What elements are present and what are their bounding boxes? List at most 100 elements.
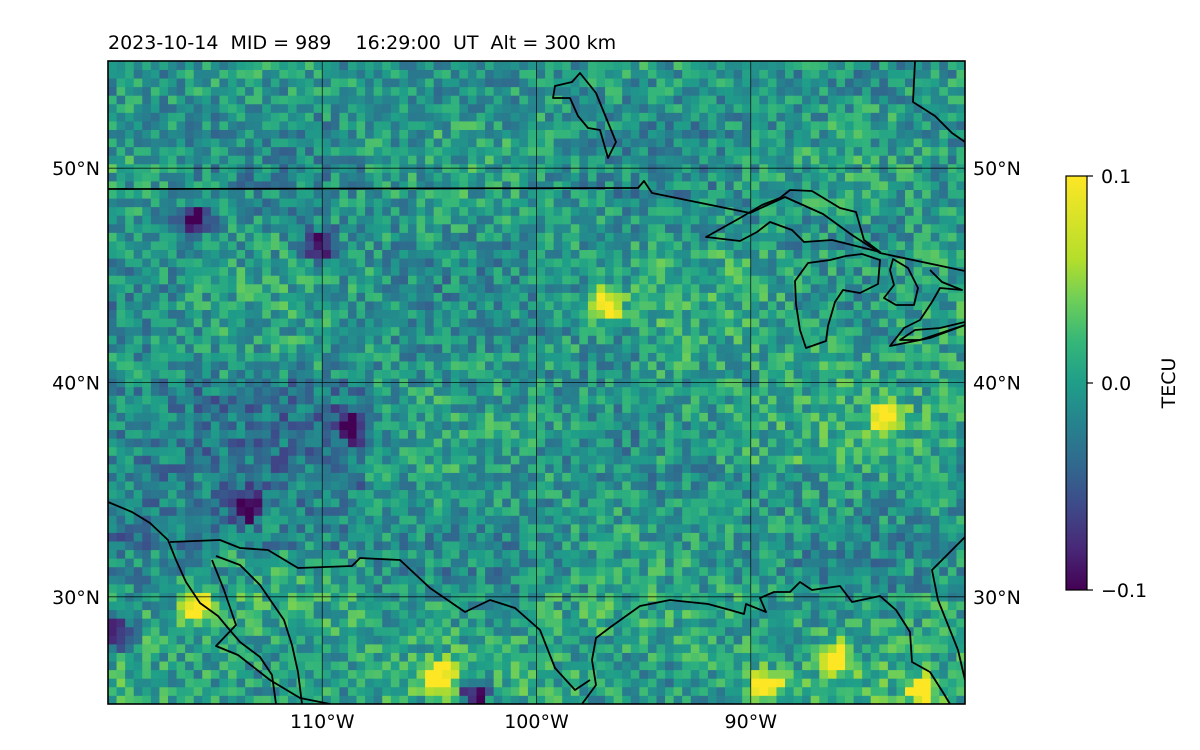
heat-cell <box>236 421 246 431</box>
heat-cell <box>630 566 640 576</box>
heat-cell <box>887 618 897 628</box>
heat-cell <box>347 455 357 465</box>
heat-cell <box>390 661 400 671</box>
heat-cell <box>279 686 289 696</box>
heat-cell <box>296 292 306 302</box>
heat-cell <box>845 609 854 619</box>
heat-cell <box>750 498 760 508</box>
heat-cell <box>279 429 289 439</box>
heat-cell <box>493 318 503 328</box>
heat-cell <box>913 609 923 619</box>
heat-cell <box>296 463 306 473</box>
heat-cell <box>656 626 666 636</box>
heat-cell <box>459 412 469 422</box>
heat-cell <box>185 412 195 422</box>
heat-cell <box>562 343 572 353</box>
heat-cell <box>545 403 555 413</box>
heat-cell <box>442 609 452 619</box>
heat-cell <box>433 566 443 576</box>
heat-cell <box>133 275 143 285</box>
heat-cell <box>467 309 477 319</box>
heat-cell <box>167 361 177 371</box>
heat-cell <box>793 669 803 679</box>
heat-cell <box>433 318 443 328</box>
heat-cell <box>347 669 357 679</box>
heat-cell <box>870 301 880 311</box>
heat-cell <box>545 489 555 499</box>
heat-cell <box>262 686 272 696</box>
heat-cell <box>939 301 949 311</box>
heat-cell <box>322 669 332 679</box>
heat-cell <box>570 515 580 525</box>
heat-cell <box>339 446 349 456</box>
heat-cell <box>673 361 683 371</box>
heat-cell <box>227 326 237 336</box>
heat-cell <box>596 361 606 371</box>
heat-cell <box>613 318 623 328</box>
heat-cell <box>742 412 752 422</box>
heat-cell <box>313 292 323 302</box>
heat-cell <box>116 609 126 619</box>
heat-cell <box>913 695 923 704</box>
heat-cell <box>802 352 812 362</box>
heat-cell <box>416 558 426 568</box>
heat-cell <box>793 575 803 585</box>
heat-cell <box>750 369 760 379</box>
heat-cell <box>827 575 837 585</box>
heat-cell <box>296 609 306 619</box>
heat-cell <box>682 429 692 439</box>
heat-cell <box>819 618 829 628</box>
heat-cell <box>862 678 872 688</box>
heat-cell <box>279 549 289 559</box>
heat-cell <box>159 661 169 671</box>
heat-cell <box>639 438 649 448</box>
heat-cell <box>150 669 160 679</box>
heat-cell <box>716 455 726 465</box>
heat-cell <box>562 481 572 491</box>
heat-cell <box>699 481 709 491</box>
heat-cell <box>690 601 700 611</box>
heat-cell <box>579 541 589 551</box>
heat-cell <box>870 498 880 508</box>
heat-cell <box>330 472 340 482</box>
heat-cell <box>108 326 117 336</box>
heat-cell <box>476 678 486 688</box>
heat-cell <box>159 309 169 319</box>
heat-cell <box>339 626 349 636</box>
heat-cell <box>459 618 469 628</box>
heat-cell <box>767 643 777 653</box>
heat-cell <box>870 566 880 576</box>
heat-cell <box>527 326 537 336</box>
heat-cell <box>133 463 143 473</box>
heat-cell <box>133 669 143 679</box>
heat-cell <box>433 515 443 525</box>
heat-cell <box>613 661 623 671</box>
heat-cell <box>673 292 683 302</box>
heat-cell <box>939 403 949 413</box>
heat-cell <box>485 678 495 688</box>
heat-cell <box>356 438 366 448</box>
heat-cell <box>116 292 126 302</box>
heat-cell <box>759 369 769 379</box>
heat-cell <box>450 472 460 482</box>
heat-cell <box>630 635 640 645</box>
heat-cell <box>313 472 323 482</box>
heat-cell <box>862 309 872 319</box>
heat-cell <box>939 292 949 302</box>
heat-cell <box>373 549 383 559</box>
heat-cell <box>236 446 246 456</box>
heat-cell <box>407 686 417 696</box>
heat-cell <box>545 369 555 379</box>
heat-cell <box>262 601 272 611</box>
heat-cell <box>450 275 460 285</box>
heat-cell <box>545 412 555 422</box>
heat-cell <box>870 455 880 465</box>
heat-cell <box>793 523 803 533</box>
heat-cell <box>793 455 803 465</box>
heat-cell <box>407 283 417 293</box>
heat-cell <box>356 575 366 585</box>
heat-cell <box>639 626 649 636</box>
heat-cell <box>227 283 237 293</box>
heat-cell <box>202 438 212 448</box>
heat-cell <box>810 489 820 499</box>
